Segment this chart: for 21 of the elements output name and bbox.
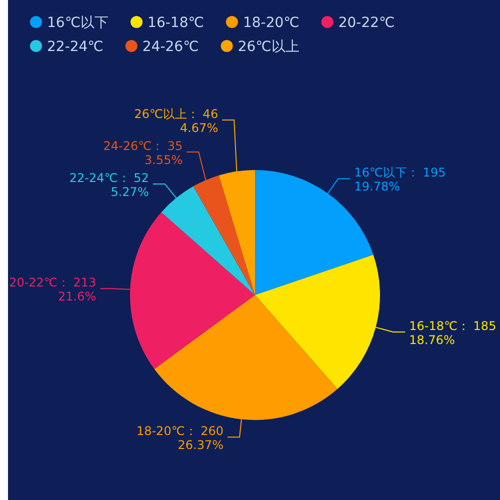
category-label: 16℃以下： 195 xyxy=(354,166,446,180)
category-label: 18-20℃： 260 xyxy=(136,424,224,438)
category-label: 26℃以上： 46 xyxy=(134,106,218,121)
text: 19.78% xyxy=(354,180,400,194)
text: 18.76% xyxy=(409,332,455,347)
legend-label: 22-24℃ xyxy=(47,39,104,55)
legend-label: 16℃以下 xyxy=(47,15,109,31)
category-label: 20-22℃： 213 xyxy=(9,276,96,290)
legend-label: 24-26℃ xyxy=(142,39,199,55)
text: 3.55% xyxy=(144,152,183,167)
text: 4.67% xyxy=(180,120,218,135)
legend-label: 18-20℃ xyxy=(242,15,300,31)
category-label: 22-24℃： 52 xyxy=(69,170,149,185)
category-label: 24-26℃： 35 xyxy=(103,138,183,153)
legend-label: 16-18℃ xyxy=(148,15,204,31)
legend-label: 20-22℃ xyxy=(338,15,395,31)
text: 26.37% xyxy=(178,438,224,452)
text: 21.6% xyxy=(58,290,96,304)
text: 5.27% xyxy=(110,184,149,199)
legend-label: 26℃以上 xyxy=(238,39,300,55)
category-label: 16-18℃： 185 xyxy=(409,318,496,333)
